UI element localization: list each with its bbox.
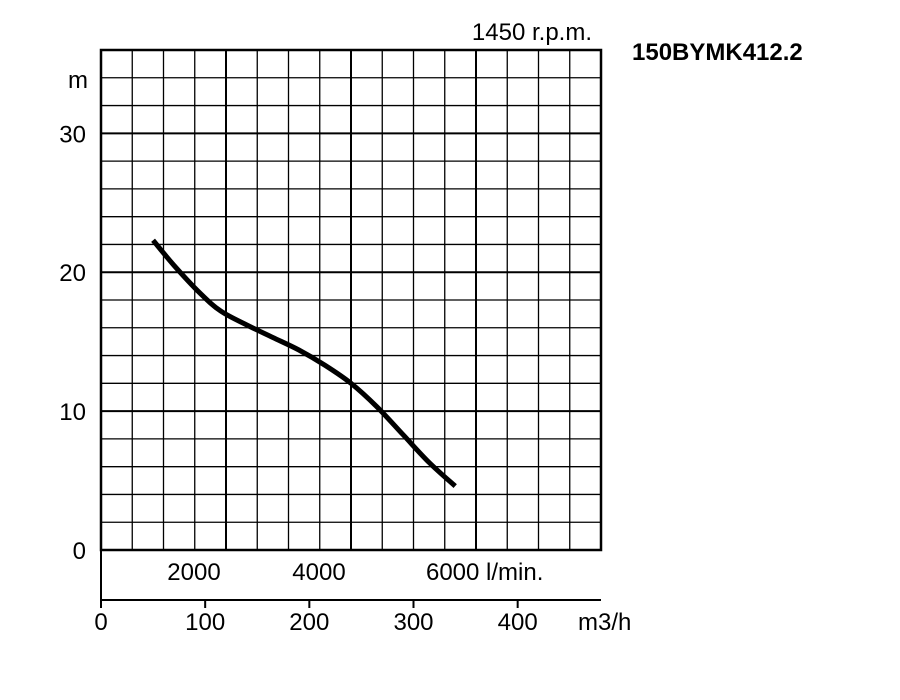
x-tick-label: 0 — [94, 609, 107, 636]
x-tick-label: 400 — [498, 609, 538, 636]
x-secondary-tick-label: 2000 — [167, 559, 220, 586]
x-tick-label: 300 — [393, 609, 433, 636]
speed-label: 1450 r.p.m. — [472, 19, 592, 46]
y-tick-label: 0 — [73, 538, 86, 565]
x-axis-label: m3/h — [578, 609, 631, 636]
curve-layer — [151, 238, 457, 488]
x-tick-label: 100 — [185, 609, 225, 636]
plot-border — [99, 48, 603, 552]
chart-title: 150BYMK412.2 — [632, 39, 803, 66]
labels: 150BYMK412.2 1450 r.p.m. m m3/h 0 100 200 3… — [59, 19, 802, 636]
x-secondary-tick-label: 6000 l/min. — [426, 559, 543, 586]
head-curve — [151, 238, 457, 488]
y-tick-label: 20 — [59, 260, 86, 287]
y-tick-label: 10 — [59, 399, 86, 426]
x-tick-label: 200 — [289, 609, 329, 636]
plot-frame — [99, 48, 603, 608]
y-axis-label: m — [68, 67, 88, 94]
grid — [101, 50, 601, 550]
x-secondary-tick-label: 4000 — [292, 559, 345, 586]
y-tick-label: 30 — [59, 121, 86, 148]
